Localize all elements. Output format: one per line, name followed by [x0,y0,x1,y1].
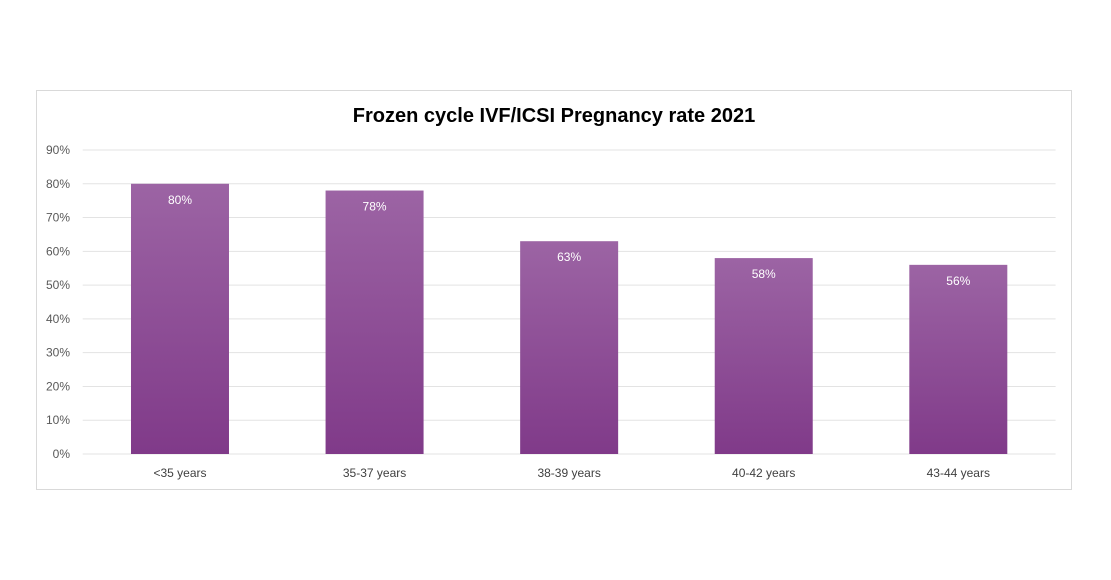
y-tick-label: 0% [53,447,71,461]
data-label: 58% [752,267,776,281]
data-label: 80% [168,193,192,207]
x-tick-label: 43-44 years [927,466,990,480]
bar [130,183,229,454]
data-label: 56% [946,274,970,288]
data-label: 63% [557,250,581,264]
x-tick-label: <35 years [153,466,206,480]
y-tick-label: 20% [46,379,70,393]
bar [909,264,1008,454]
y-tick-label: 10% [46,413,70,427]
data-label: 78% [363,200,387,214]
x-tick-label: 38-39 years [537,466,600,480]
x-tick-label: 40-42 years [732,466,795,480]
chart-title: Frozen cycle IVF/ICSI Pregnancy rate 202… [352,105,756,127]
x-tick-label: 35-37 years [343,466,406,480]
y-tick-label: 30% [46,346,70,360]
y-tick-label: 50% [46,278,70,292]
y-tick-label: 70% [46,211,70,225]
chart-frame [36,90,1072,490]
bar [520,241,619,454]
y-tick-label: 80% [46,177,70,191]
y-tick-label: 60% [46,244,70,258]
bar [714,258,813,454]
y-tick-label: 40% [46,312,70,326]
y-tick-label: 90% [46,143,70,157]
bar [325,190,424,455]
